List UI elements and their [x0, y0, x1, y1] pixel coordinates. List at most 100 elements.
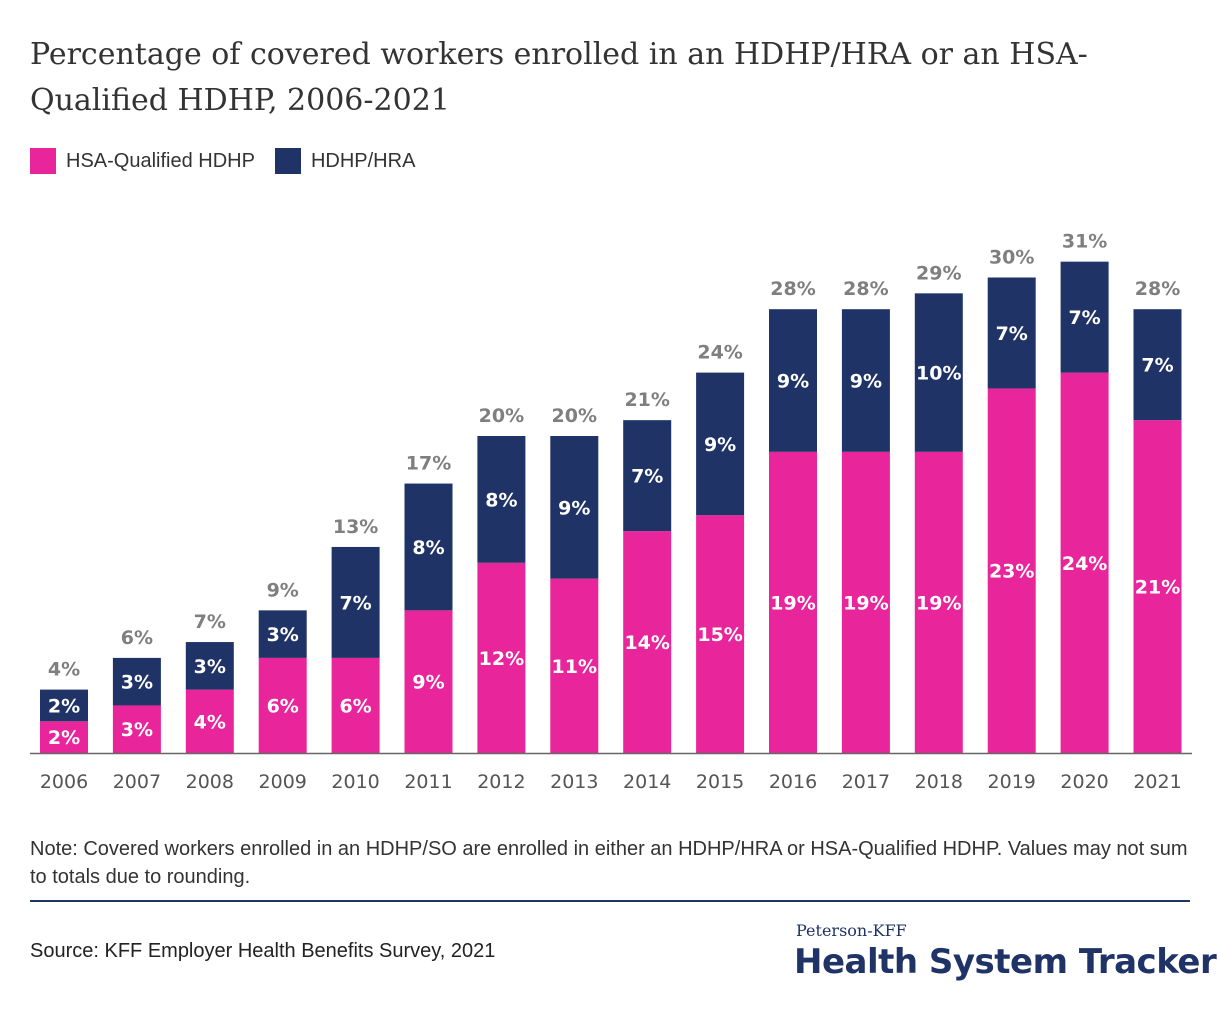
- bar-hra-2017: [841, 309, 890, 452]
- total-label-2007: 6%: [121, 627, 153, 649]
- brand-logo-top: Peterson-KFF: [796, 921, 907, 940]
- total-label-2011: 17%: [406, 453, 451, 475]
- bar-hra-2019: [987, 277, 1036, 389]
- total-label-2020: 31%: [1062, 231, 1107, 253]
- data-label-hra-2008: 3%: [194, 656, 226, 678]
- x-tick-label-2008: 2008: [186, 771, 234, 793]
- data-label-hra-2013: 9%: [558, 497, 590, 519]
- bar-hra-2015: [696, 372, 745, 516]
- total-label-2017: 28%: [843, 278, 888, 300]
- total-label-2012: 20%: [479, 405, 524, 427]
- source-text: Source: KFF Employer Health Benefits Sur…: [30, 940, 496, 962]
- bar-hra-2021: [1133, 309, 1182, 421]
- legend-item-hra: HDHP/HRA: [274, 148, 416, 174]
- data-label-hra-2015: 9%: [704, 434, 736, 456]
- x-tick-label-2016: 2016: [769, 771, 817, 793]
- data-label-hsa-2018: 19%: [916, 592, 961, 614]
- bar-hsa-2016: [769, 451, 817, 753]
- data-label-hra-2017: 9%: [850, 371, 882, 393]
- data-label-hsa-2021: 21%: [1135, 577, 1180, 599]
- total-label-2014: 21%: [624, 389, 669, 411]
- bar-hsa-2012: [477, 562, 526, 753]
- data-label-hsa-2008: 4%: [194, 711, 226, 733]
- x-tick-label-2020: 2020: [1060, 771, 1108, 793]
- data-label-hsa-2010: 6%: [339, 695, 371, 717]
- data-label-hsa-2016: 19%: [770, 592, 815, 614]
- legend-label-hra: HDHP/HRA: [310, 149, 416, 172]
- bar-hsa-2006: [40, 721, 88, 753]
- total-label-2006: 4%: [48, 659, 80, 681]
- chart-note: Note: Covered workers enrolled in an HDH…: [30, 838, 1188, 888]
- bar-hra-2012: [477, 436, 526, 563]
- bar-hsa-2015: [696, 515, 745, 753]
- data-label-hra-2011: 8%: [412, 537, 444, 559]
- data-label-hra-2019: 7%: [996, 323, 1028, 345]
- data-label-hra-2018: 10%: [916, 363, 961, 385]
- data-label-hra-2016: 9%: [777, 371, 809, 393]
- total-label-2021: 28%: [1135, 278, 1180, 300]
- data-label-hsa-2017: 19%: [843, 592, 888, 614]
- x-tick-label-2006: 2006: [40, 771, 88, 793]
- bar-hra-2007: [112, 657, 161, 706]
- stacked-bar-chart: 2% 2% 4% 2006 3% 3% 6% 2007 4% 3% 7% 2008 6% 3% 9% 2009…: [30, 231, 1192, 793]
- data-label-hra-2012: 8%: [485, 489, 517, 511]
- legend: HSA-Qualified HDHP HDHP/HRA: [30, 148, 435, 174]
- total-label-2018: 29%: [916, 262, 961, 284]
- bar-hsa-2008: [185, 689, 234, 753]
- x-tick-label-2018: 2018: [915, 771, 963, 793]
- total-label-2019: 30%: [989, 247, 1034, 269]
- x-tick-label-2009: 2009: [259, 771, 307, 793]
- x-tick-label-2010: 2010: [331, 771, 379, 793]
- x-tick-label-2013: 2013: [550, 771, 598, 793]
- data-label-hsa-2011: 9%: [412, 672, 444, 694]
- data-label-hsa-2013: 11%: [552, 656, 597, 678]
- total-label-2009: 9%: [267, 579, 299, 601]
- data-label-hra-2020: 7%: [1068, 307, 1100, 329]
- bar-hsa-2009: [258, 657, 307, 753]
- data-label-hsa-2020: 24%: [1062, 553, 1107, 575]
- data-label-hra-2007: 3%: [121, 672, 153, 694]
- x-tick-label-2017: 2017: [842, 771, 890, 793]
- bar-hra-2018: [914, 293, 963, 452]
- total-label-2016: 28%: [770, 278, 815, 300]
- data-label-hsa-2006: 2%: [48, 727, 80, 749]
- legend-label-hsa: HSA-Qualified HDHP: [66, 149, 255, 172]
- data-label-hsa-2015: 15%: [697, 624, 742, 646]
- bar-hsa-2011: [404, 610, 453, 753]
- x-tick-label-2019: 2019: [988, 771, 1036, 793]
- bar-hra-2009: [258, 610, 307, 658]
- total-label-2008: 7%: [194, 611, 226, 633]
- data-label-hsa-2014: 14%: [624, 632, 669, 654]
- bar-hsa-2020: [1060, 372, 1109, 753]
- divider: [30, 900, 1190, 902]
- total-label-2015: 24%: [697, 342, 742, 364]
- bar-hra-2011: [404, 483, 453, 611]
- bar-hra-2006: [40, 689, 88, 722]
- x-tick-label-2021: 2021: [1133, 771, 1181, 793]
- data-label-hra-2009: 3%: [267, 624, 299, 646]
- x-tick-label-2012: 2012: [477, 771, 525, 793]
- bar-hra-2014: [623, 420, 672, 532]
- x-tick-label-2015: 2015: [696, 771, 744, 793]
- chart-title: Percentage of covered workers enrolled i…: [30, 37, 1088, 118]
- bar-hsa-2007: [112, 705, 161, 753]
- bar-hsa-2017: [841, 451, 890, 753]
- bar-hra-2010: [331, 546, 380, 658]
- data-label-hra-2021: 7%: [1141, 355, 1173, 377]
- bar-hra-2016: [769, 309, 817, 452]
- bar-hsa-2014: [623, 531, 672, 753]
- brand-logo-main: Health System Tracker: [794, 942, 1217, 982]
- data-label-hra-2006: 2%: [48, 695, 80, 717]
- bar-hsa-2018: [914, 451, 963, 753]
- data-label-hsa-2007: 3%: [121, 719, 153, 741]
- bar-hsa-2010: [331, 657, 380, 753]
- data-label-hsa-2009: 6%: [267, 695, 299, 717]
- data-label-hra-2010: 7%: [339, 592, 371, 614]
- bar-hsa-2021: [1133, 420, 1182, 753]
- total-label-2013: 20%: [552, 405, 597, 427]
- x-tick-label-2011: 2011: [404, 771, 452, 793]
- total-label-2010: 13%: [333, 516, 378, 538]
- legend-swatch-hra: [274, 148, 301, 174]
- bar-hra-2008: [185, 642, 234, 690]
- data-label-hsa-2019: 23%: [989, 561, 1034, 583]
